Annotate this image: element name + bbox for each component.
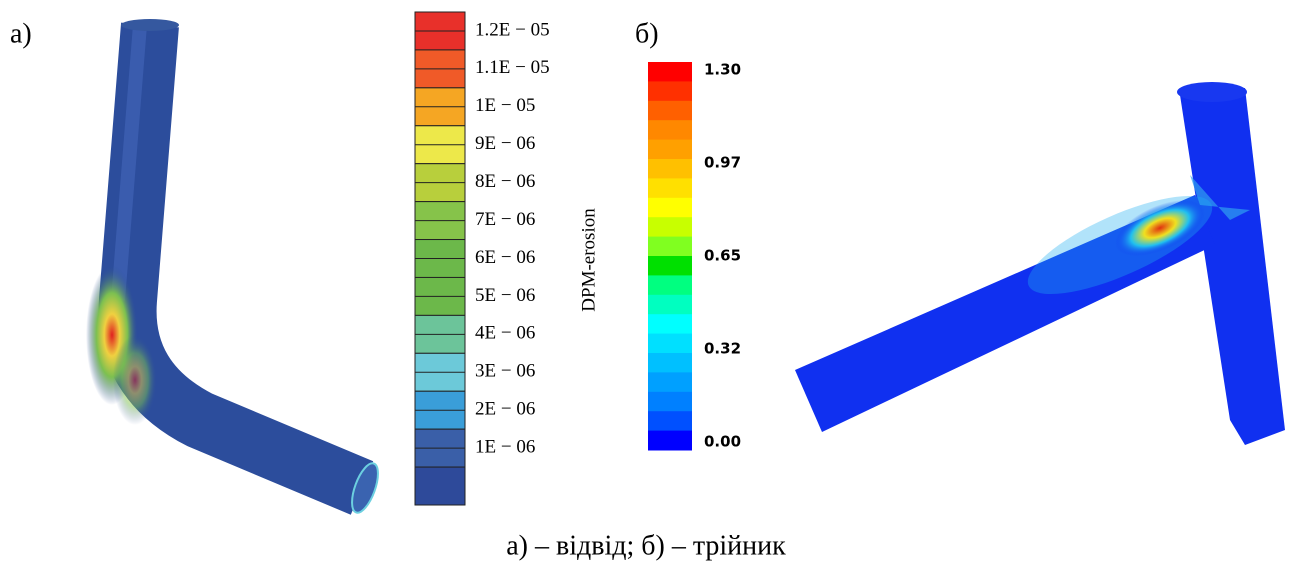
colorbar-segment bbox=[648, 256, 692, 276]
colorbar-segment bbox=[648, 314, 692, 335]
pipe-elbow bbox=[86, 19, 379, 515]
panel-label: а) bbox=[10, 18, 32, 49]
tick-label: 7E − 06 bbox=[475, 209, 535, 230]
colorbar-title: DPM-erosion bbox=[578, 208, 599, 312]
tick-label: 0.32 bbox=[704, 340, 741, 358]
colorbar-segment bbox=[648, 411, 692, 432]
colorbar-segment bbox=[648, 430, 692, 451]
colorbar-segment bbox=[648, 62, 692, 82]
colorbar-segment bbox=[414, 466, 466, 506]
colorbar-segment bbox=[648, 275, 692, 296]
colorbar-segment bbox=[648, 217, 692, 238]
colorbar-segment bbox=[648, 159, 692, 179]
tick-label: 3E − 06 bbox=[475, 361, 535, 382]
colorbar-segment bbox=[648, 178, 692, 199]
colorbar-segment bbox=[648, 197, 692, 218]
tick-label: 1.2E − 05 bbox=[475, 19, 550, 40]
colorbar-segment bbox=[648, 120, 692, 141]
tick-label: 8E − 06 bbox=[475, 171, 535, 192]
tick-label: 0.00 bbox=[704, 433, 741, 451]
tick-label: 2E − 06 bbox=[475, 399, 535, 420]
colorbar-segment bbox=[648, 353, 692, 373]
colorbar-segment bbox=[648, 294, 692, 315]
colorbar-segment bbox=[648, 372, 692, 393]
colorbar: 1.2E − 05 1.1E − 05 1E − 05 9E − 06 8E − 06 7… bbox=[414, 11, 550, 506]
colorbar-segment bbox=[648, 236, 692, 257]
tick-label: 0.65 bbox=[704, 247, 741, 265]
panel-label: б) bbox=[635, 18, 659, 49]
colorbar-segment bbox=[648, 333, 692, 354]
tick-label: 0.97 bbox=[704, 154, 741, 172]
tick-label: 6E − 06 bbox=[475, 247, 535, 268]
colorbar-segment bbox=[648, 100, 692, 121]
tick-label: 9E − 06 bbox=[475, 133, 535, 154]
tick-label: 1E − 05 bbox=[475, 95, 535, 116]
tick-label: 4E − 06 bbox=[475, 323, 535, 344]
tick-label: 5E − 06 bbox=[475, 285, 535, 306]
colorbar: 1.30 0.97 0.65 0.32 0.00 bbox=[648, 61, 741, 451]
tick-label: 1.1E − 05 bbox=[475, 57, 550, 78]
colorbar-segment bbox=[648, 81, 692, 102]
tick-label: 1.30 bbox=[704, 61, 741, 79]
colorbar-segment bbox=[648, 139, 692, 160]
colorbar-segment bbox=[648, 391, 692, 412]
tick-label: 1E − 06 bbox=[475, 436, 535, 457]
pipe-tee bbox=[795, 82, 1285, 445]
caption: а) – відвід; б) – трійник bbox=[506, 530, 786, 561]
